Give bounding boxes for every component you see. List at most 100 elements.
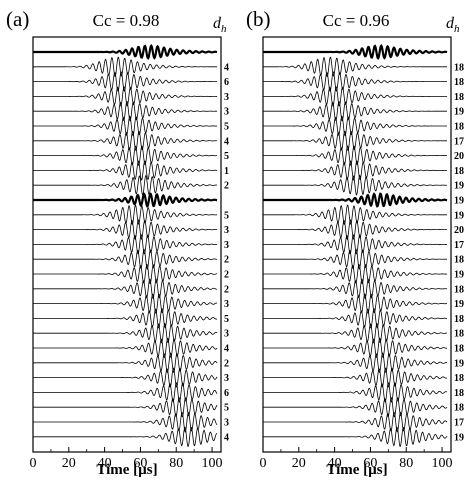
panel-a-trace-25	[33, 411, 218, 433]
panel-b-trace-header-sub: h	[454, 23, 460, 35]
panel-b-trace-18	[263, 307, 448, 329]
panel-a-x-tick-label-20: 20	[62, 456, 76, 471]
panel-a-trace-labels: 4 6 3 3 5 4 5 1 2 5 3 3 2 2 2 3 5 3 4 2 3 6 5 3 4	[224, 62, 229, 443]
panel-b-trace-21	[263, 352, 448, 374]
panel-a-trace-8	[33, 160, 218, 181]
panel-a-traces	[33, 43, 218, 448]
panel-a-trace-label-1: 4	[224, 62, 229, 73]
panel-a-trace-header-main: d	[213, 15, 222, 32]
panel-a-trace-5	[33, 115, 218, 137]
panel-b-trace-9	[263, 174, 448, 196]
panel-b-trace-10	[263, 192, 448, 208]
panel-a-trace-label-4: 3	[224, 107, 229, 118]
panel-b-trace-label-21: 19	[454, 358, 464, 369]
panel-b-trace-0	[263, 43, 448, 60]
panel-a-trace-13	[33, 234, 218, 255]
panel-a-trace-7	[33, 145, 218, 167]
panel-b-x-tick-label-80: 80	[399, 456, 413, 471]
panel-b-trace-5	[263, 115, 448, 137]
panel-a-trace-label-5: 5	[224, 122, 229, 133]
panel-a-trace-22	[33, 367, 218, 388]
panel-a-trace-1	[33, 56, 218, 78]
panel-b-x-tick-label-60: 60	[363, 456, 377, 471]
panel-b-trace-22	[263, 367, 448, 388]
panel-b-trace-3	[263, 85, 448, 107]
panel-a-trace-24	[33, 397, 218, 418]
panel-b-trace-label-20: 18	[454, 344, 464, 355]
panel-a-trace-label-17: 3	[224, 299, 229, 310]
panel-b-trace-12	[263, 219, 448, 241]
panel-a-trace-label-19: 3	[224, 329, 229, 340]
panel-b-trace-label-16: 18	[454, 284, 464, 295]
panel-a-x-axis-title: Time [µs]	[96, 462, 157, 478]
panel-a-label: (a)	[6, 7, 29, 31]
panel-b-trace-26	[263, 426, 448, 448]
panel-b-trace-19	[263, 322, 448, 344]
panel-b-trace-label-2: 18	[454, 77, 464, 88]
panel-a-trace-header: dh	[213, 15, 227, 35]
panel-a-trace-17	[33, 293, 218, 314]
panel-b-trace-label-25: 17	[454, 418, 464, 429]
panel-a-trace-label-18: 5	[224, 314, 229, 325]
panel-b-trace-11	[263, 204, 448, 226]
panel-b-trace-label-15: 19	[454, 270, 464, 281]
panel-a-trace-16	[33, 278, 218, 300]
panel-b-trace-label-11: 19	[454, 210, 464, 221]
panel-a-trace-label-8: 1	[224, 166, 229, 177]
panel-b-trace-label-9: 19	[454, 181, 464, 192]
panel-b-trace-label-24: 18	[454, 403, 464, 414]
panel-a-trace-label-9: 2	[224, 181, 229, 192]
panel-a-x-tick-label-40: 40	[98, 456, 112, 471]
panel-b-trace-label-12: 20	[454, 225, 464, 236]
panel-b-x-tick-label-40: 40	[328, 456, 342, 471]
panel-b-trace-label-3: 18	[454, 92, 464, 103]
panel-a-trace-15	[33, 263, 218, 284]
panel-b-trace-label-19: 18	[454, 329, 464, 340]
panel-a-trace-label-24: 5	[224, 403, 229, 414]
panel-a-trace-3	[33, 85, 218, 107]
panel-b-trace-label-23: 18	[454, 388, 464, 399]
panel-a-cc-label: Cc = 0.98	[93, 11, 160, 30]
panel-a-trace-label-7: 5	[224, 151, 229, 162]
panel-b-trace-1	[263, 56, 448, 78]
panel-a-trace-2	[33, 71, 218, 92]
panel-a-trace-label-25: 3	[224, 418, 229, 429]
panel-b-traces	[263, 43, 448, 448]
panel-a-trace-label-13: 3	[224, 240, 229, 251]
panel-a-x-tick-label-0: 0	[30, 456, 37, 471]
panel-a-trace-label-22: 3	[224, 373, 229, 384]
panel-b-trace-label-6: 17	[454, 136, 464, 147]
panel-a-trace-19	[33, 322, 218, 344]
panel-b-frame	[262, 36, 452, 453]
panel-b-trace-header-main: d	[446, 15, 455, 32]
panel-b-trace-24	[263, 397, 448, 418]
panel-a-trace-label-2: 6	[224, 77, 229, 88]
panel-a-trace-9	[33, 174, 218, 196]
panel-b-trace-23	[263, 381, 448, 403]
panel-a-trace-18	[33, 307, 218, 329]
panel-a-trace-label-3: 3	[224, 92, 229, 103]
panel-b-trace-label-1: 18	[454, 62, 464, 73]
panel-a-frame	[32, 36, 222, 453]
panel-b-x-ticks: 0 20 40 60 80 100	[260, 447, 453, 471]
panel-a-trace-4	[33, 101, 218, 122]
panel-b-trace-label-14: 18	[454, 255, 464, 266]
panel-a: (a) Cc = 0.98 dh 4 6 3 3 5 4 5 1 2 5 3 3 2 2 2 3 5 3 4 2 3 6 5…	[6, 7, 229, 478]
panel-a-x-ticks: 0 20 40 60 80 100	[30, 447, 223, 471]
panel-b-x-tick-label-20: 20	[292, 456, 306, 471]
panel-b-trace-6	[263, 130, 448, 151]
panel-b-trace-label-10: 19	[454, 196, 464, 207]
panel-b-trace-7	[263, 145, 448, 167]
panel-a-trace-label-11: 5	[224, 210, 229, 221]
panel-b-trace-25	[263, 411, 448, 433]
panel-b-trace-labels: 18 18 18 19 18 17 20 18 19 19 19 20 17 18 19 18 19 18 18 18…	[454, 62, 464, 443]
panel-a-trace-label-6: 4	[224, 136, 229, 147]
panel-b-trace-2	[263, 71, 448, 92]
panel-b-trace-label-5: 18	[454, 122, 464, 133]
panel-b-cc-label: Cc = 0.96	[323, 11, 390, 30]
panel-b-x-axis-title: Time [µs]	[326, 462, 387, 478]
panel-a-trace-10	[33, 192, 218, 208]
panel-a-x-tick-label-60: 60	[133, 456, 147, 471]
